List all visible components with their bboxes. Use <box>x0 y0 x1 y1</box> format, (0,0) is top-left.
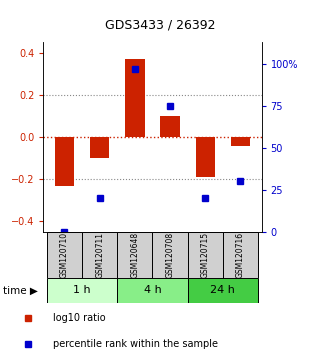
Bar <box>231 137 250 145</box>
Text: 4 h: 4 h <box>143 285 161 295</box>
Text: 24 h: 24 h <box>211 285 235 295</box>
Text: time ▶: time ▶ <box>3 285 38 295</box>
Text: GSM120711: GSM120711 <box>95 232 104 278</box>
FancyBboxPatch shape <box>47 278 117 303</box>
FancyBboxPatch shape <box>117 278 188 303</box>
Bar <box>90 137 109 158</box>
Bar <box>160 116 180 137</box>
Text: log10 ratio: log10 ratio <box>53 313 105 323</box>
Bar <box>195 137 215 177</box>
FancyBboxPatch shape <box>82 232 117 278</box>
Bar <box>55 137 74 185</box>
FancyBboxPatch shape <box>188 278 258 303</box>
Text: 1 h: 1 h <box>73 285 91 295</box>
Text: GSM120716: GSM120716 <box>236 232 245 278</box>
FancyBboxPatch shape <box>223 232 258 278</box>
Text: GSM120708: GSM120708 <box>166 232 175 278</box>
FancyBboxPatch shape <box>117 232 152 278</box>
FancyBboxPatch shape <box>47 232 82 278</box>
Text: GDS3433 / 26392: GDS3433 / 26392 <box>105 19 216 32</box>
Text: GSM120648: GSM120648 <box>130 232 139 278</box>
FancyBboxPatch shape <box>152 232 188 278</box>
Text: percentile rank within the sample: percentile rank within the sample <box>53 339 218 349</box>
Bar <box>125 59 144 137</box>
FancyBboxPatch shape <box>188 232 223 278</box>
Text: GSM120710: GSM120710 <box>60 232 69 278</box>
Text: GSM120715: GSM120715 <box>201 232 210 278</box>
